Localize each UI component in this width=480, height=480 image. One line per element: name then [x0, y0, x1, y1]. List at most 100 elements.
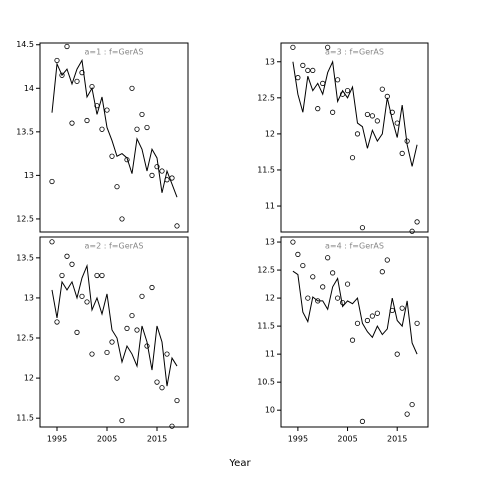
point	[305, 67, 311, 74]
x-tick-label: 2015	[387, 435, 407, 444]
point	[374, 118, 380, 124]
point	[79, 293, 85, 299]
point	[89, 351, 95, 357]
point	[154, 164, 160, 170]
point	[69, 120, 75, 126]
y-tick-label: 11	[265, 350, 275, 359]
point	[54, 319, 60, 325]
panel	[280, 42, 429, 233]
x-tick-label: 1995	[288, 435, 308, 444]
y-tick-label: 11.5	[257, 322, 275, 331]
point	[399, 305, 405, 311]
y-tick-label: 13	[24, 293, 34, 302]
point	[300, 262, 306, 269]
point	[149, 284, 155, 291]
y-tick-label: 14	[24, 84, 34, 93]
point	[109, 153, 115, 159]
point	[49, 239, 55, 245]
point	[134, 126, 140, 132]
point	[104, 349, 110, 356]
point	[310, 274, 316, 280]
point	[335, 77, 341, 83]
point	[49, 178, 55, 185]
point	[59, 272, 65, 279]
point	[129, 85, 135, 91]
point	[139, 293, 145, 299]
point	[149, 172, 155, 178]
point	[109, 339, 115, 345]
point	[134, 327, 140, 333]
point	[359, 225, 366, 231]
point	[369, 113, 375, 119]
y-tick-label: 12	[24, 374, 34, 383]
fit-line	[292, 59, 418, 167]
y-tick-label: 13	[24, 171, 34, 180]
point	[64, 43, 70, 50]
strip-label: a=3 : f=GerAS	[325, 48, 384, 57]
point	[344, 88, 351, 94]
point	[129, 312, 135, 319]
point	[349, 155, 356, 161]
point	[379, 269, 385, 275]
point	[164, 351, 170, 357]
y-tick-label: 12.5	[16, 334, 34, 343]
panel	[39, 236, 189, 428]
point	[330, 270, 336, 276]
point	[305, 295, 311, 301]
point	[310, 67, 316, 74]
point	[364, 317, 371, 324]
y-tick-label: 13	[265, 57, 275, 66]
point	[290, 239, 296, 245]
point	[399, 150, 405, 156]
point	[144, 124, 150, 131]
point	[169, 423, 175, 429]
point	[325, 255, 331, 261]
panel	[280, 236, 429, 428]
point	[414, 320, 420, 326]
point	[119, 417, 125, 424]
point	[414, 219, 420, 225]
point	[389, 109, 395, 115]
point	[114, 184, 120, 190]
panel	[39, 42, 189, 233]
point	[69, 261, 75, 267]
point	[74, 329, 80, 336]
strip-label: a=4 : f=GerAS	[325, 242, 384, 251]
x-axis-label: Year	[228, 458, 251, 469]
point	[124, 325, 130, 331]
point	[300, 62, 306, 68]
point	[359, 418, 366, 424]
point	[64, 253, 70, 259]
point	[54, 57, 60, 64]
point	[295, 75, 301, 81]
point	[394, 351, 400, 357]
point	[330, 109, 336, 115]
y-tick-label: 12	[265, 129, 275, 138]
y-tick-label: 14.5	[16, 40, 34, 49]
point	[369, 313, 375, 319]
point	[290, 44, 296, 50]
point	[84, 117, 90, 124]
y-tick-label: 13	[265, 238, 275, 247]
point	[114, 375, 120, 381]
y-tick-label: 12.5	[257, 93, 275, 102]
y-tick-label: 11.5	[257, 165, 275, 174]
point	[364, 111, 371, 118]
x-tick-label: 1995	[47, 435, 67, 444]
y-tick-label: 10	[265, 406, 275, 415]
point	[104, 107, 110, 113]
point	[74, 78, 80, 84]
y-tick-label: 11.5	[16, 414, 34, 423]
point	[295, 251, 301, 257]
fit-line	[292, 270, 418, 355]
point	[59, 72, 65, 78]
point	[99, 272, 105, 279]
point	[379, 86, 385, 92]
point	[315, 106, 321, 112]
x-tick-label: 2005	[97, 435, 117, 444]
point	[349, 337, 356, 343]
point	[354, 131, 361, 137]
point	[374, 310, 380, 316]
y-tick-label: 12.5	[257, 266, 275, 275]
